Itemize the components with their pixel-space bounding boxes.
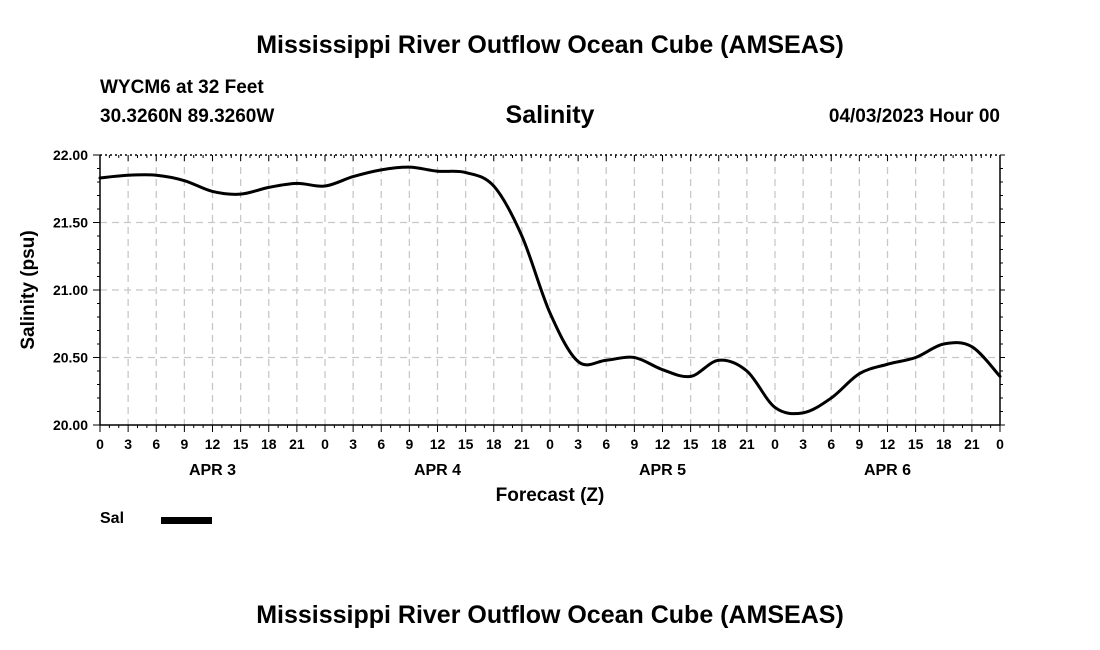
x-tick-label: 6 bbox=[827, 436, 835, 452]
x-tick-label: 0 bbox=[771, 436, 779, 452]
x-tick-label: 12 bbox=[430, 436, 446, 452]
x-tick-label: 15 bbox=[683, 436, 699, 452]
x-tick-label: 3 bbox=[124, 436, 132, 452]
x-tick-label: 15 bbox=[233, 436, 249, 452]
x-tick-label: 21 bbox=[289, 436, 305, 452]
x-tick-label: 18 bbox=[261, 436, 277, 452]
y-tick-label: 21.50 bbox=[53, 215, 88, 231]
x-tick-label: 15 bbox=[458, 436, 474, 452]
x-tick-label: 0 bbox=[321, 436, 329, 452]
x-tick-label: 21 bbox=[964, 436, 980, 452]
x-tick-label: 9 bbox=[180, 436, 188, 452]
y-tick-label: 21.00 bbox=[53, 282, 88, 298]
x-tick-label: 18 bbox=[936, 436, 952, 452]
x-tick-label: 15 bbox=[908, 436, 924, 452]
legend-label: Sal bbox=[100, 510, 125, 527]
day-label: APR 4 bbox=[414, 462, 461, 479]
day-label: APR 5 bbox=[639, 462, 686, 479]
x-tick-label: 21 bbox=[514, 436, 530, 452]
y-tick-label: 20.50 bbox=[53, 350, 88, 366]
x-tick-label: 3 bbox=[574, 436, 582, 452]
day-label: APR 3 bbox=[189, 462, 236, 479]
x-tick-label: 0 bbox=[96, 436, 104, 452]
x-tick-label: 12 bbox=[880, 436, 896, 452]
legend-swatch bbox=[161, 517, 212, 524]
x-tick-label: 12 bbox=[205, 436, 221, 452]
x-tick-label: 9 bbox=[855, 436, 863, 452]
x-tick-label: 3 bbox=[799, 436, 807, 452]
x-tick-label: 6 bbox=[602, 436, 610, 452]
x-tick-label: 18 bbox=[486, 436, 502, 452]
x-tick-label: 21 bbox=[739, 436, 755, 452]
x-tick-label: 9 bbox=[630, 436, 638, 452]
x-tick-label: 0 bbox=[546, 436, 554, 452]
datetime-label: 04/03/2023 Hour 00 bbox=[828, 106, 1000, 127]
x-tick-label: 9 bbox=[405, 436, 413, 452]
y-axis-label: Salinity (psu) bbox=[18, 230, 39, 349]
x-tick-label: 6 bbox=[152, 436, 160, 452]
station-label: WYCM6 at 32 Feet bbox=[100, 77, 264, 98]
x-tick-label: 12 bbox=[655, 436, 671, 452]
chart-main-title: Mississippi River Outflow Ocean Cube (AM… bbox=[256, 31, 844, 59]
y-tick-label: 20.00 bbox=[53, 417, 88, 433]
x-tick-label: 6 bbox=[377, 436, 385, 452]
x-axis-label: Forecast (Z) bbox=[496, 485, 605, 506]
coordinates-label: 30.3260N 89.3260W bbox=[100, 106, 275, 127]
day-label: APR 6 bbox=[864, 462, 911, 479]
chart-footer-title: Mississippi River Outflow Ocean Cube (AM… bbox=[256, 601, 844, 629]
x-tick-label: 0 bbox=[996, 436, 1004, 452]
chart-title: Salinity bbox=[505, 101, 595, 129]
x-tick-label: 18 bbox=[711, 436, 727, 452]
x-tick-label: 3 bbox=[349, 436, 357, 452]
series-line-sal bbox=[98, 165, 1002, 416]
y-tick-label: 22.00 bbox=[53, 147, 88, 163]
